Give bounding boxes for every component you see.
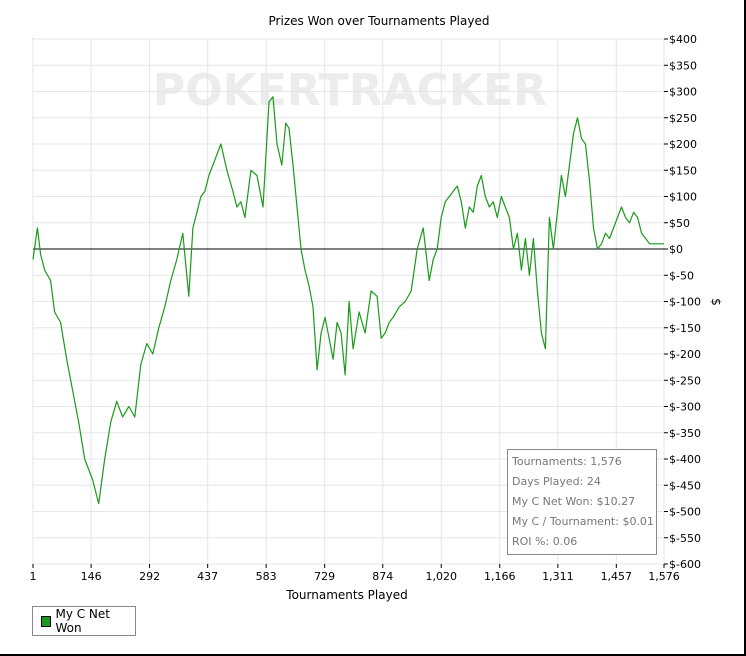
stat-roi: ROI %: 0.06 xyxy=(512,535,578,548)
stat-per-tournament: My C / Tournament: $0.01 xyxy=(512,515,654,528)
series-line xyxy=(32,96,664,505)
x-tick-label: 1,166 xyxy=(484,570,516,583)
y-tick-label: $-350 xyxy=(669,427,701,440)
chart-title: Prizes Won over Tournaments Played xyxy=(269,14,490,28)
x-tick-label: 583 xyxy=(256,570,277,583)
y-tick-label: $150 xyxy=(669,164,697,177)
y-tick-label: $-100 xyxy=(669,296,701,309)
y-tick-label: $400 xyxy=(669,33,697,46)
y-tick-label: $-450 xyxy=(669,479,701,492)
x-tick-label: 1,576 xyxy=(648,570,680,583)
x-tick-label: 1 xyxy=(30,570,37,583)
x-tick-label: 1,457 xyxy=(601,570,633,583)
y-axis-label: $ xyxy=(709,298,723,306)
legend-label: My C Net Won xyxy=(55,607,110,635)
y-tick-label: $100 xyxy=(669,191,697,204)
y-tick-label: $350 xyxy=(669,59,697,72)
y-tick-label: $0 xyxy=(669,243,683,256)
x-tick-label: 146 xyxy=(81,570,102,583)
y-tick-label: $-550 xyxy=(669,532,701,545)
watermark-logo: POKERTRACKER xyxy=(153,65,547,116)
series-layer xyxy=(32,96,664,505)
stat-days-played: Days Played: 24 xyxy=(512,475,601,488)
y-tick-label: $-150 xyxy=(669,322,701,335)
y-tick-label: $-250 xyxy=(669,374,701,387)
legend: My C Net Won xyxy=(32,606,136,636)
stats-box: Tournaments: 1,576 Days Played: 24 My C … xyxy=(507,449,657,555)
x-tick-label: 1,311 xyxy=(542,570,574,583)
x-tick-label: 292 xyxy=(139,570,160,583)
y-tick-label: $-200 xyxy=(669,348,701,361)
legend-swatch xyxy=(41,615,52,627)
y-tick-label: $300 xyxy=(669,86,697,99)
stat-net-won: My C Net Won: $10.27 xyxy=(512,495,636,508)
x-tick-label: 437 xyxy=(197,570,218,583)
x-tick-label: 729 xyxy=(314,570,335,583)
x-axis-ticks: 1 146 292 437 583 729 874 1,020 1,166 1,311 1,457 1… xyxy=(30,564,680,583)
x-tick-label: 874 xyxy=(372,570,393,583)
x-axis-label: Tournaments Played xyxy=(285,588,407,602)
y-axis-ticks: $400 $350 $300 $250 $200 $150 $100 $50 $0 $-50 $-1… xyxy=(664,33,701,571)
y-tick-label: $-400 xyxy=(669,453,701,466)
y-tick-label: $-50 xyxy=(669,269,694,282)
y-tick-label: $-500 xyxy=(669,506,701,519)
stat-tournaments: Tournaments: 1,576 xyxy=(512,455,622,468)
y-tick-label: $200 xyxy=(669,138,697,151)
y-tick-label: $250 xyxy=(669,112,697,125)
y-tick-label: $-600 xyxy=(669,558,701,571)
x-tick-label: 1,020 xyxy=(425,570,457,583)
y-tick-label: $-300 xyxy=(669,401,701,414)
y-tick-label: $50 xyxy=(669,217,690,230)
